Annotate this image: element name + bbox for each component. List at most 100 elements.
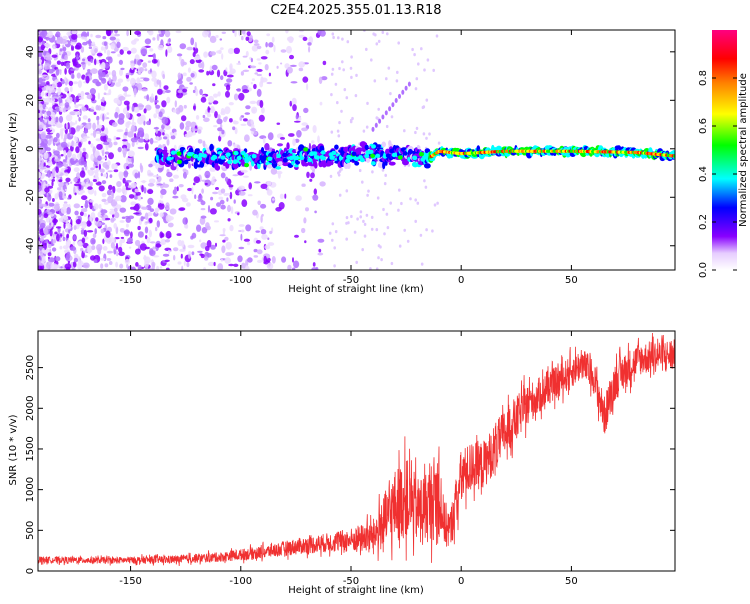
noise-speck bbox=[109, 210, 116, 215]
noise-speck bbox=[149, 208, 155, 213]
noise-speck bbox=[201, 61, 205, 70]
noise-speck bbox=[127, 131, 134, 138]
noise-speck bbox=[201, 188, 205, 194]
noise-speck bbox=[145, 235, 148, 240]
noise-speck bbox=[93, 111, 97, 116]
noise-speck bbox=[105, 164, 110, 170]
noise-speck bbox=[115, 242, 119, 250]
noise-speck bbox=[359, 215, 363, 219]
noise-speck bbox=[69, 127, 72, 134]
noise-speck bbox=[105, 217, 111, 221]
noise-speck bbox=[41, 203, 47, 207]
noise-speck bbox=[114, 211, 120, 219]
noise-speck bbox=[73, 225, 77, 231]
noise-speck bbox=[209, 109, 217, 112]
noise-speck bbox=[306, 171, 310, 178]
noise-speck bbox=[38, 58, 43, 64]
signal-blob-bright bbox=[371, 144, 376, 149]
noise-speck bbox=[84, 36, 88, 42]
noise-speck bbox=[63, 215, 69, 220]
noise-speck bbox=[173, 174, 179, 179]
noise-speck bbox=[54, 231, 58, 235]
noise-speck bbox=[130, 206, 135, 210]
signal-blob-bright bbox=[331, 150, 337, 156]
noise-speck bbox=[90, 143, 94, 148]
noise-speck bbox=[266, 33, 271, 37]
noise-speck bbox=[194, 194, 197, 199]
signal-blob-bright bbox=[370, 153, 376, 158]
noise-speck bbox=[249, 65, 257, 69]
noise-speck bbox=[119, 263, 124, 269]
noise-speck bbox=[39, 266, 43, 270]
noise-speck bbox=[46, 209, 51, 213]
noise-speck bbox=[47, 30, 54, 39]
noise-speck bbox=[152, 37, 156, 41]
noise-speck bbox=[340, 109, 343, 113]
noise-speck bbox=[381, 168, 385, 172]
signal-blob-bright bbox=[267, 156, 273, 161]
noise-speck bbox=[62, 236, 66, 242]
signal-blob bbox=[275, 166, 282, 170]
noise-speck bbox=[255, 230, 260, 233]
noise-speck bbox=[311, 267, 318, 270]
noise-speck bbox=[127, 237, 133, 244]
noise-speck bbox=[51, 168, 56, 176]
noise-speck bbox=[85, 153, 89, 160]
noise-speck bbox=[148, 178, 156, 184]
noise-speck bbox=[99, 168, 105, 173]
noise-speck bbox=[259, 226, 264, 231]
noise-speck bbox=[125, 112, 131, 119]
noise-speck bbox=[38, 103, 44, 111]
noise-speck bbox=[163, 136, 168, 140]
noise-speck bbox=[377, 107, 381, 111]
noise-speck bbox=[140, 48, 148, 56]
noise-speck bbox=[215, 242, 217, 247]
noise-speck bbox=[432, 68, 436, 72]
noise-speck bbox=[247, 257, 253, 263]
noise-speck bbox=[289, 64, 297, 67]
signal-blob-bright bbox=[220, 155, 226, 160]
noise-speck bbox=[232, 143, 236, 147]
noise-speck bbox=[46, 158, 49, 162]
noise-speck bbox=[79, 104, 84, 107]
noise-speck bbox=[199, 217, 206, 225]
noise-speck bbox=[74, 104, 77, 107]
noise-speck bbox=[46, 170, 52, 178]
noise-speck bbox=[267, 132, 274, 141]
noise-speck bbox=[125, 72, 132, 76]
noise-speck bbox=[167, 263, 171, 267]
noise-speck bbox=[385, 77, 388, 81]
noise-speck bbox=[113, 169, 119, 173]
noise-speck bbox=[187, 162, 192, 169]
noise-speck bbox=[210, 244, 216, 250]
noise-speck bbox=[82, 58, 86, 62]
noise-speck bbox=[359, 210, 363, 214]
signal-blob-bright bbox=[368, 149, 374, 154]
signal-blob-bright bbox=[244, 158, 250, 164]
noise-speck bbox=[58, 191, 63, 198]
noise-speck bbox=[199, 88, 203, 96]
noise-speck bbox=[202, 140, 206, 148]
noise-speck bbox=[331, 238, 334, 242]
noise-speck bbox=[64, 54, 68, 61]
noise-speck bbox=[361, 180, 364, 184]
noise-speck bbox=[201, 227, 208, 234]
noise-speck bbox=[213, 261, 216, 267]
x-tick-label: -100 bbox=[229, 275, 252, 286]
noise-speck bbox=[219, 38, 223, 41]
noise-speck bbox=[137, 231, 144, 238]
noise-speck bbox=[173, 131, 177, 136]
noise-speck bbox=[103, 83, 108, 91]
noise-speck bbox=[241, 229, 245, 233]
noise-speck bbox=[99, 132, 106, 137]
noise-speck bbox=[194, 41, 197, 49]
noise-speck bbox=[260, 77, 268, 83]
noise-speck bbox=[247, 34, 253, 42]
noise-speck bbox=[155, 163, 159, 170]
noise-speck bbox=[167, 222, 174, 228]
noise-speck bbox=[86, 177, 90, 183]
noise-speck bbox=[134, 172, 139, 179]
noise-speck bbox=[435, 34, 439, 38]
noise-speck bbox=[303, 107, 309, 114]
noise-speck bbox=[192, 89, 196, 94]
